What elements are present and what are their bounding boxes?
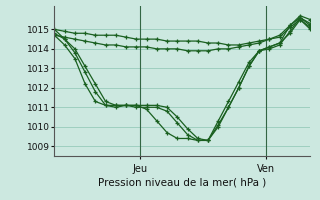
X-axis label: Pression niveau de la mer( hPa ): Pression niveau de la mer( hPa ) bbox=[98, 178, 267, 188]
